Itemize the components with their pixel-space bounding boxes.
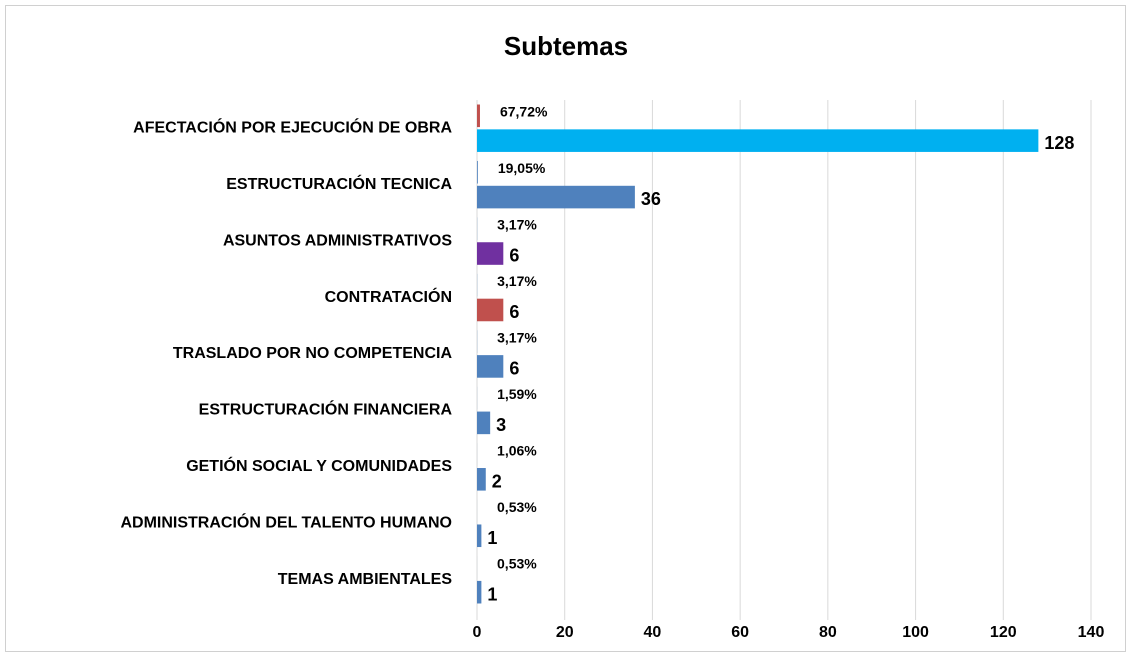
data-label: 6 (509, 302, 519, 322)
data-label: 19,05% (498, 160, 546, 176)
data-label: 3,17% (497, 273, 537, 289)
x-tick-label: 60 (731, 624, 749, 641)
bar (477, 242, 504, 265)
bar (477, 524, 482, 548)
bar (477, 411, 491, 435)
data-label: 6 (509, 359, 519, 379)
y-tick-label: TRASLADO POR NO COMPETENCIA (173, 345, 453, 362)
chart-border (5, 5, 1126, 652)
data-label: 1 (487, 528, 497, 548)
bar (477, 160, 478, 184)
data-label: 2 (492, 471, 502, 491)
y-tick-label: TEMAS AMBIENTALES (278, 571, 453, 588)
y-tick-label: AFECTACIÓN POR EJECUCIÓN DE OBRA (133, 117, 452, 136)
bar (477, 185, 635, 209)
x-tick-label: 40 (644, 624, 662, 641)
y-tick-label: ASUNTOS ADMINISTRATIVOS (223, 232, 452, 249)
data-label: 0,53% (497, 499, 537, 515)
data-label: 3 (496, 415, 506, 435)
x-tick-label: 140 (1078, 624, 1105, 641)
data-label: 1 (487, 584, 497, 604)
y-tick-label: CONTRATACIÓN (325, 287, 452, 306)
x-tick-label: 80 (819, 624, 837, 641)
x-tick-label: 0 (473, 624, 482, 641)
bar (477, 104, 480, 128)
chart-title: Subtemas (504, 31, 628, 61)
data-label: 3,17% (497, 217, 537, 233)
bar (477, 580, 482, 604)
x-tick-label: 100 (902, 624, 929, 641)
data-label: 1,59% (497, 386, 537, 402)
bar (477, 468, 486, 491)
y-tick-label: ESTRUCTURACIÓN TECNICA (226, 174, 452, 193)
y-tick-label: ADMINISTRACIÓN DEL TALENTO HUMANO (120, 513, 452, 532)
y-tick-label: GETIÓN SOCIAL Y COMUNIDADES (186, 456, 452, 475)
x-tick-label: 120 (990, 624, 1017, 641)
bar (477, 355, 504, 378)
data-label: 128 (1044, 133, 1074, 153)
data-label: 36 (641, 189, 661, 209)
data-label: 67,72% (500, 104, 548, 120)
bar (477, 129, 1039, 152)
data-label: 6 (509, 246, 519, 266)
data-label: 0,53% (497, 555, 537, 571)
bar (477, 298, 504, 322)
x-tick-label: 20 (556, 624, 574, 641)
data-label: 1,06% (497, 442, 537, 458)
data-label: 3,17% (497, 329, 537, 345)
y-tick-label: ESTRUCTURACIÓN FINANCIERA (199, 400, 453, 419)
